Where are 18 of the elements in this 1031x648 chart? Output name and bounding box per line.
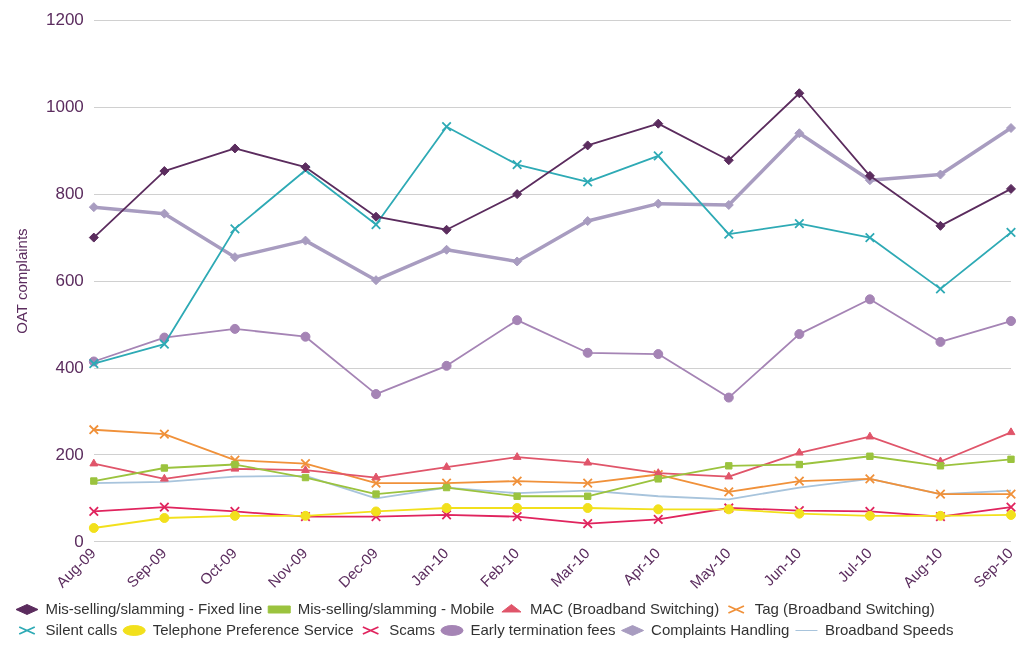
legend-label: Silent calls [45,620,118,638]
y-tick-label: 1200 [45,9,84,29]
y-tick-label: 0 [74,531,84,551]
legend-label: Early termination fees [470,620,616,638]
y-tick-label: 400 [55,357,84,377]
y-tick-label: 800 [55,183,84,203]
legend-label: MAC (Broadband Switching) [529,599,720,617]
y-axis-title: OAT complaints [13,228,31,334]
legend-label: Telephone Preference Service [152,620,354,638]
legend-label: Tag (Broadband Switching) [754,599,935,617]
legend-label: Scams [389,620,435,638]
y-tick-label: 600 [55,270,84,290]
legend-label: Broadband Speeds [824,620,954,638]
legend-label: Complaints Handling [651,620,790,638]
legend-label: Mis-selling/slamming - Mobile [297,599,495,617]
y-tick-label: 200 [55,444,84,464]
legend-label: Mis-selling/slamming - Fixed line [45,599,263,617]
y-tick-label: 1000 [45,96,84,116]
